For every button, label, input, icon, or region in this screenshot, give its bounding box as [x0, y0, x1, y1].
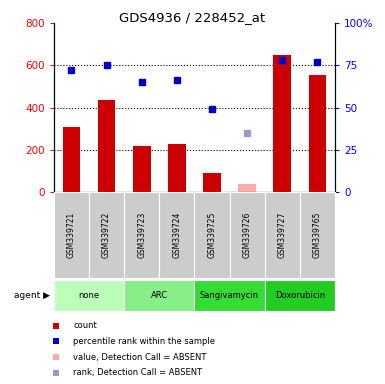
Text: GSM339765: GSM339765 [313, 212, 322, 258]
Bar [63, 127, 80, 192]
Text: Sangivamycin: Sangivamycin [200, 291, 259, 300]
Bar [133, 146, 151, 192]
Text: rank, Detection Call = ABSENT: rank, Detection Call = ABSENT [73, 368, 203, 377]
Text: value, Detection Call = ABSENT: value, Detection Call = ABSENT [73, 353, 207, 361]
Text: GSM339725: GSM339725 [208, 212, 216, 258]
Text: agent ▶: agent ▶ [14, 291, 50, 300]
Text: Doxorubicin: Doxorubicin [275, 291, 325, 300]
Bar [309, 75, 326, 192]
Text: ARC: ARC [151, 291, 168, 300]
Bar [203, 173, 221, 192]
Bar [238, 184, 256, 192]
Text: GSM339721: GSM339721 [67, 212, 76, 258]
Text: GSM339724: GSM339724 [172, 212, 181, 258]
Bar [168, 144, 186, 192]
Text: GDS4936 / 228452_at: GDS4936 / 228452_at [119, 12, 266, 25]
Bar [54, 280, 124, 311]
Text: percentile rank within the sample: percentile rank within the sample [73, 337, 215, 346]
Text: GSM339726: GSM339726 [243, 212, 252, 258]
Bar [194, 280, 265, 311]
Bar [273, 55, 291, 192]
Bar [265, 280, 335, 311]
Bar [124, 280, 194, 311]
Text: GSM339727: GSM339727 [278, 212, 287, 258]
Text: count: count [73, 321, 97, 330]
Bar [98, 100, 116, 192]
Text: GSM339722: GSM339722 [102, 212, 111, 258]
Text: GSM339723: GSM339723 [137, 212, 146, 258]
Text: none: none [79, 291, 100, 300]
